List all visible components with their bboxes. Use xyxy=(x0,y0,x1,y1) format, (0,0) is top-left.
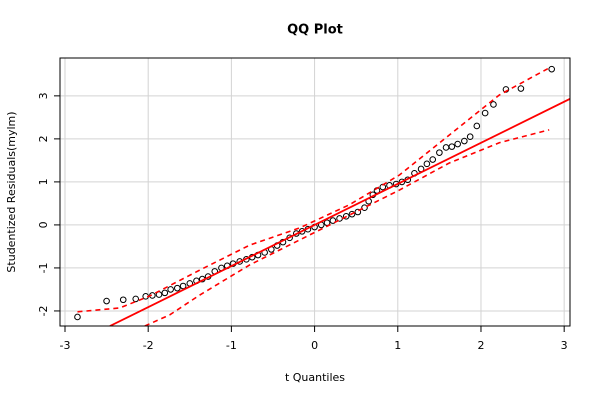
plot-area xyxy=(74,65,570,326)
point xyxy=(348,210,356,218)
point xyxy=(167,286,174,293)
confidence-band xyxy=(144,129,550,326)
point xyxy=(329,217,337,224)
x-tick-label: -3 xyxy=(60,339,71,352)
point xyxy=(174,284,181,292)
x-tick-label: 1 xyxy=(394,339,401,352)
y-tick-label: 0 xyxy=(37,221,50,228)
x-tick-label: 2 xyxy=(477,339,484,352)
point xyxy=(454,140,461,148)
point xyxy=(466,133,474,141)
chart-title: QQ Plot xyxy=(287,23,343,38)
x-tick-label: -2 xyxy=(143,339,154,352)
point xyxy=(490,101,497,108)
point xyxy=(361,204,368,212)
point xyxy=(354,208,362,216)
point xyxy=(429,156,437,163)
point xyxy=(442,144,450,151)
point xyxy=(74,313,81,321)
point xyxy=(132,295,140,303)
y-tick-label: -2 xyxy=(37,305,50,316)
point xyxy=(517,85,525,92)
y-tick-label: 1 xyxy=(37,178,50,185)
point xyxy=(342,213,350,220)
y-axis-label: Studentized Residuals(mylm) xyxy=(5,111,18,272)
plot-frame xyxy=(59,57,571,327)
point xyxy=(481,109,489,117)
y-tick-label: -1 xyxy=(37,262,50,273)
point xyxy=(398,178,406,186)
x-tick-label: -1 xyxy=(226,339,237,352)
point xyxy=(103,297,110,305)
point xyxy=(436,149,443,156)
x-tick-label: 3 xyxy=(561,339,568,352)
x-axis-label: t Quantiles xyxy=(285,371,345,384)
point xyxy=(448,143,456,150)
y-tick-label: 2 xyxy=(37,135,50,142)
point xyxy=(548,65,555,73)
y-tick-label: 3 xyxy=(37,92,50,99)
point xyxy=(161,289,169,297)
point xyxy=(473,122,481,130)
point xyxy=(461,137,468,145)
point xyxy=(423,160,431,168)
point xyxy=(298,228,306,235)
point xyxy=(179,282,187,290)
point xyxy=(119,296,127,304)
x-tick-label: 0 xyxy=(311,339,318,352)
confidence-band xyxy=(77,67,550,313)
reference-line xyxy=(109,98,570,326)
